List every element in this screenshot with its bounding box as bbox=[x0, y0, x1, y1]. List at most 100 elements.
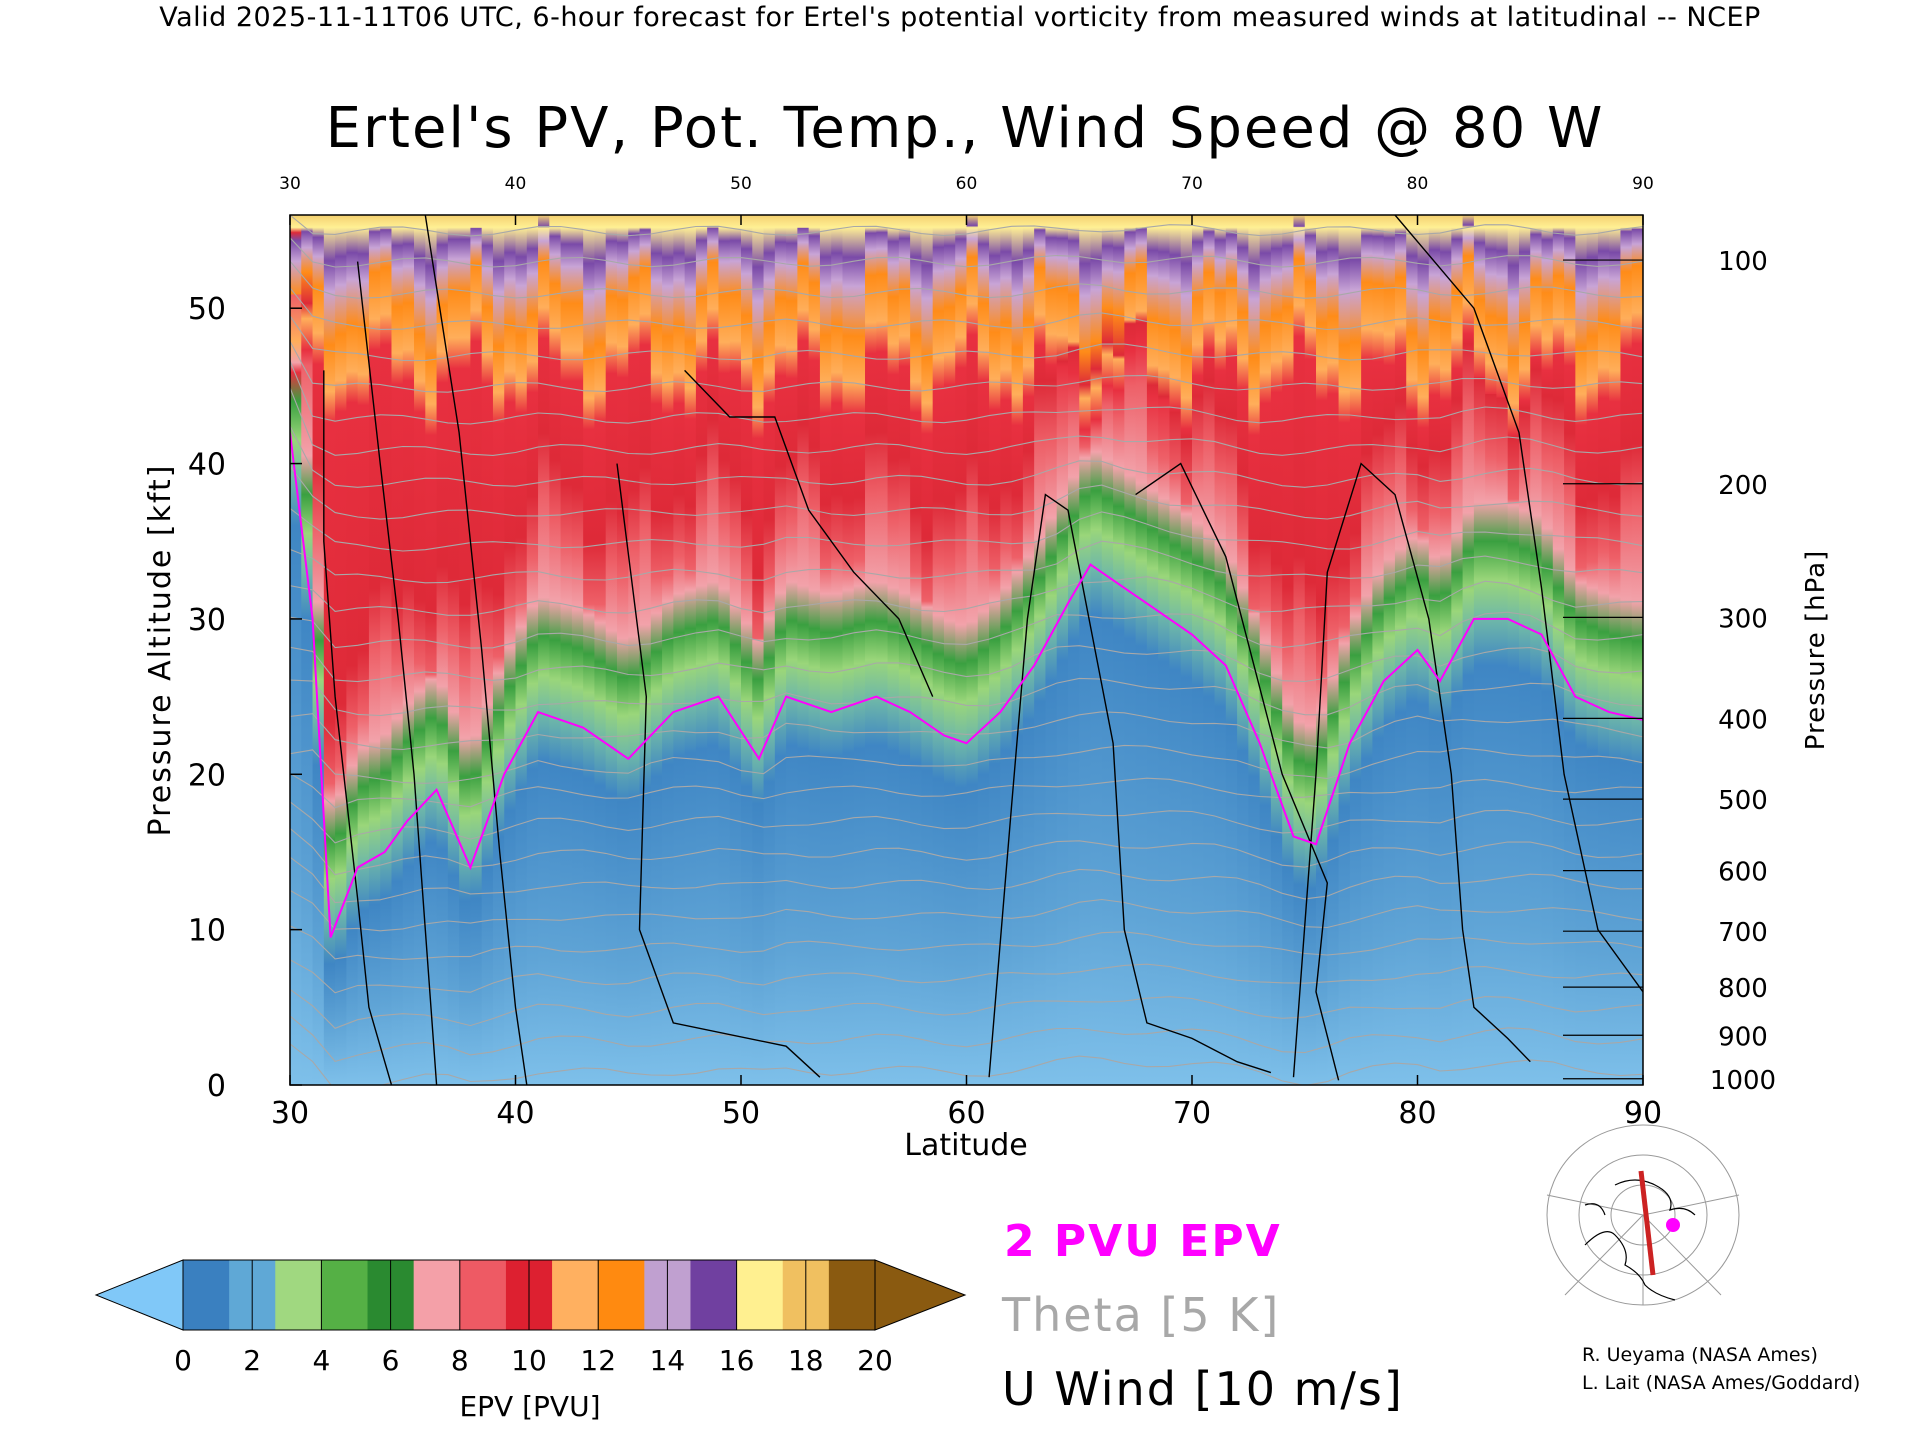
pv-strip bbox=[447, 215, 460, 1085]
colorbar-segment bbox=[690, 1260, 738, 1330]
pv-strip bbox=[1158, 215, 1171, 1085]
theta-contour bbox=[290, 360, 1643, 425]
u-wind-contour bbox=[323, 370, 393, 1085]
pv-strip bbox=[380, 215, 393, 1085]
pv-strip bbox=[391, 215, 404, 1085]
pv-strip bbox=[639, 215, 652, 1085]
pv-strip bbox=[515, 215, 528, 1085]
pv-strip bbox=[1282, 215, 1295, 1085]
u-wind-contour bbox=[1135, 462, 1340, 1081]
theta-contour bbox=[290, 801, 1643, 844]
theta-contour bbox=[290, 315, 1643, 362]
pv-strip bbox=[492, 215, 506, 1085]
pv-strip bbox=[1564, 215, 1577, 1085]
pv-strip bbox=[538, 215, 551, 1085]
x-top-tick-label: 80 bbox=[1407, 174, 1429, 194]
pv-strip bbox=[853, 215, 866, 1085]
colorbar-tick-label: 0 bbox=[174, 1344, 192, 1377]
pv-strip bbox=[741, 215, 754, 1085]
pv-strip bbox=[1045, 215, 1058, 1085]
pressure-tick-label: 100 bbox=[1718, 247, 1768, 277]
pv-strip bbox=[1180, 215, 1193, 1085]
x-top-tick-label: 30 bbox=[279, 174, 301, 194]
pv-strip bbox=[1428, 215, 1441, 1085]
location-marker bbox=[1666, 1218, 1680, 1232]
pv-strip bbox=[1248, 215, 1261, 1085]
pressure-tick-label: 200 bbox=[1718, 471, 1768, 501]
colorbar-tick-label: 6 bbox=[382, 1344, 400, 1377]
y-tick-label: 40 bbox=[188, 448, 226, 483]
y-tick-label: 50 bbox=[188, 292, 226, 327]
pv-strip bbox=[718, 215, 731, 1085]
legend-u-wind: U Wind [10 m/s] bbox=[1002, 1362, 1404, 1416]
pv-strip bbox=[346, 215, 359, 1085]
pv-strip bbox=[673, 215, 686, 1085]
x-tick-label: 50 bbox=[722, 1096, 760, 1131]
theta-contour bbox=[290, 677, 1643, 717]
pv-strip bbox=[1338, 215, 1351, 1085]
pv-strip bbox=[966, 215, 979, 1085]
pv-strip bbox=[729, 215, 742, 1085]
pv-strip bbox=[1620, 215, 1633, 1085]
pv-strip bbox=[1214, 215, 1227, 1085]
pv-strip bbox=[368, 215, 382, 1085]
colorbar-tick-label: 12 bbox=[580, 1344, 616, 1377]
pv-strip bbox=[1372, 215, 1385, 1085]
pv-strip bbox=[571, 215, 584, 1085]
pv-strip bbox=[549, 215, 562, 1085]
inset-map bbox=[1545, 1124, 1741, 1306]
pv-shaded-field bbox=[290, 215, 1643, 1085]
pv-strip bbox=[414, 215, 427, 1085]
pv-strip bbox=[1631, 215, 1643, 1085]
colorbar-segment bbox=[275, 1260, 322, 1330]
pv-strip bbox=[774, 215, 787, 1085]
pv-strip bbox=[560, 215, 573, 1085]
pv-strip bbox=[1259, 215, 1272, 1085]
pressure-tick-label: 900 bbox=[1718, 1022, 1768, 1052]
colorbar-tick-label: 16 bbox=[719, 1344, 755, 1377]
pv-strip bbox=[583, 215, 596, 1085]
x-top-tick-label: 90 bbox=[1632, 174, 1654, 194]
pv-strip bbox=[312, 215, 325, 1085]
pv-strip bbox=[831, 215, 844, 1085]
tropopause-2pvu-contour bbox=[290, 432, 1643, 938]
colorbar-segment bbox=[828, 1260, 876, 1330]
pv-strip bbox=[707, 215, 720, 1085]
pv-strip bbox=[605, 215, 618, 1085]
pv-strip bbox=[752, 215, 765, 1085]
pv-strip bbox=[876, 215, 889, 1085]
theta-contour bbox=[290, 540, 1643, 584]
u-wind-contour bbox=[1394, 215, 1643, 993]
theta-contour bbox=[290, 611, 1643, 649]
x-tick-label: 80 bbox=[1398, 1096, 1436, 1131]
theta-contour bbox=[290, 645, 1643, 683]
pv-strip bbox=[1406, 215, 1419, 1085]
pv-strip bbox=[1034, 215, 1047, 1085]
theta-contour bbox=[290, 215, 1643, 237]
pv-strip bbox=[977, 215, 990, 1085]
pv-strip bbox=[1575, 215, 1588, 1085]
u-wind-contour bbox=[356, 261, 438, 1085]
pv-strip bbox=[921, 215, 934, 1085]
pv-strip bbox=[763, 215, 776, 1085]
legend-2pvu: 2 PVU EPV bbox=[1004, 1216, 1282, 1267]
pressure-tick-label: 1000 bbox=[1710, 1066, 1776, 1096]
pv-strip bbox=[1327, 215, 1340, 1085]
pressure-tick-label: 600 bbox=[1718, 858, 1768, 888]
pv-strip bbox=[1440, 215, 1453, 1085]
pv-strip bbox=[425, 215, 438, 1085]
pv-strip bbox=[1361, 215, 1374, 1085]
colorbar-segment bbox=[459, 1260, 507, 1330]
colorbar: 0 2 4 6 8 10 12 14 16 18 20 bbox=[94, 1259, 967, 1377]
theta-contour bbox=[290, 889, 1643, 932]
colorbar-over-arrow bbox=[874, 1259, 967, 1331]
theta-contour bbox=[290, 260, 1643, 299]
pv-strip bbox=[819, 215, 832, 1085]
colorbar-label: EPV [PVU] bbox=[459, 1390, 600, 1423]
u-wind-contours bbox=[323, 215, 1643, 1085]
pv-strip bbox=[1022, 215, 1035, 1085]
pressure-tick-label: 500 bbox=[1718, 786, 1768, 816]
pv-strip bbox=[1237, 215, 1250, 1085]
pv-strip bbox=[1609, 215, 1622, 1085]
